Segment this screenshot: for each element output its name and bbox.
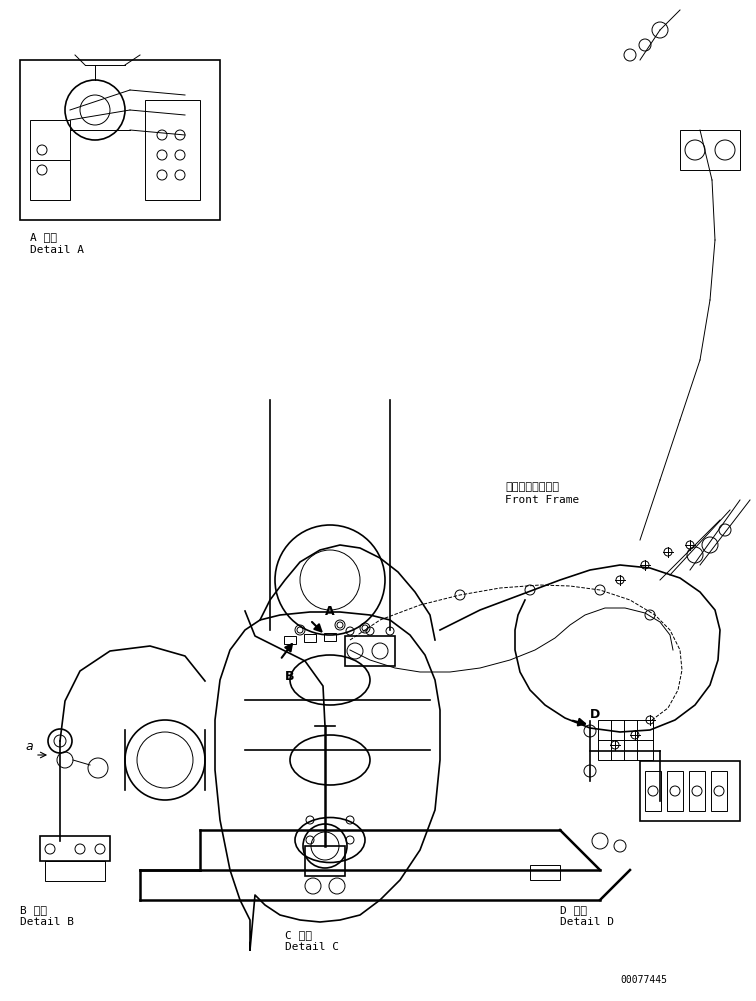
- Text: D 詳細: D 詳細: [560, 905, 587, 915]
- Bar: [530, 865, 560, 880]
- Bar: [305, 846, 345, 876]
- Text: Detail B: Detail B: [20, 917, 74, 927]
- Text: フロントフレーム: フロントフレーム: [505, 482, 559, 492]
- Bar: [689, 771, 705, 811]
- Bar: [667, 771, 683, 811]
- Text: D: D: [590, 708, 600, 721]
- Bar: [304, 634, 316, 642]
- Text: 00077445: 00077445: [620, 975, 667, 985]
- Bar: [680, 130, 740, 170]
- Text: B 詳細: B 詳細: [20, 905, 47, 915]
- Text: Front Frame: Front Frame: [505, 495, 579, 505]
- Text: Detail A: Detail A: [30, 245, 84, 255]
- Bar: [284, 636, 296, 644]
- Bar: [640, 761, 740, 821]
- Text: A 詳細: A 詳細: [30, 232, 57, 242]
- Bar: [30, 120, 70, 200]
- Bar: [20, 60, 220, 220]
- Bar: [345, 636, 395, 666]
- Text: Detail C: Detail C: [285, 942, 339, 952]
- Bar: [711, 771, 727, 811]
- Text: A: A: [325, 605, 335, 618]
- Bar: [45, 861, 105, 881]
- Text: Detail D: Detail D: [560, 917, 614, 927]
- Bar: [145, 100, 200, 200]
- Bar: [40, 836, 110, 861]
- Bar: [598, 720, 653, 760]
- Bar: [324, 633, 336, 641]
- Text: C 詳細: C 詳細: [285, 930, 312, 940]
- Text: B: B: [285, 670, 295, 683]
- Text: a: a: [25, 740, 33, 753]
- Bar: [645, 771, 661, 811]
